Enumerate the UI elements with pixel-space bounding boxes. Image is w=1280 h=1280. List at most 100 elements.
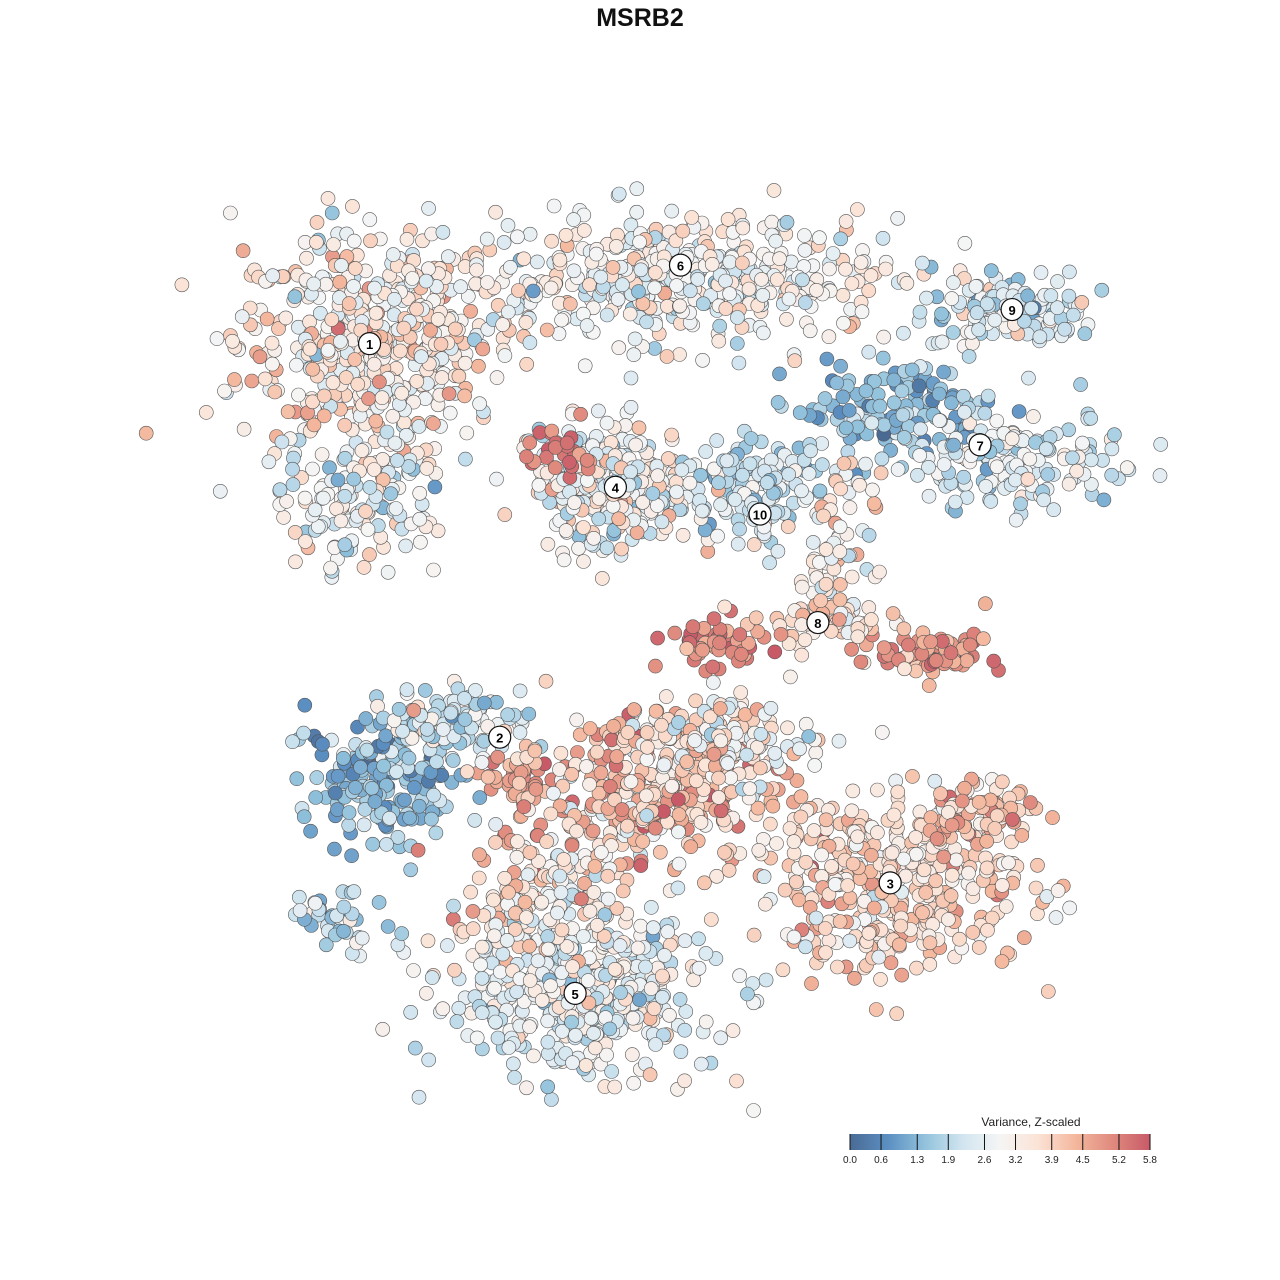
data-point — [727, 492, 743, 507]
data-point — [1021, 370, 1036, 386]
data-point — [607, 961, 623, 977]
data-point — [695, 352, 710, 368]
cluster-label: 5 — [563, 981, 587, 1005]
data-point — [769, 272, 785, 287]
data-point — [934, 334, 950, 350]
data-point — [729, 336, 745, 351]
data-point — [874, 725, 890, 740]
data-point — [695, 296, 711, 312]
data-point — [874, 451, 890, 467]
data-point — [488, 835, 503, 850]
data-point — [998, 899, 1014, 914]
data-point — [889, 1006, 905, 1022]
data-point — [361, 391, 376, 406]
data-point — [457, 388, 472, 404]
data-point — [722, 254, 738, 270]
data-point — [589, 917, 605, 933]
data-point — [832, 544, 848, 559]
data-point — [564, 838, 580, 853]
data-point — [878, 261, 894, 277]
data-point — [365, 836, 381, 852]
data-point — [850, 202, 865, 217]
data-point — [1020, 471, 1036, 487]
data-point — [611, 340, 627, 356]
data-point — [599, 307, 615, 323]
data-point — [457, 355, 473, 371]
data-point — [500, 707, 516, 723]
data-point — [762, 555, 777, 571]
data-point — [280, 404, 296, 420]
data-point — [979, 860, 995, 876]
data-point — [332, 274, 348, 290]
data-point — [841, 403, 857, 418]
data-point — [772, 251, 787, 267]
data-point — [474, 1005, 490, 1021]
data-point — [303, 823, 318, 839]
data-point — [886, 807, 902, 823]
data-point — [798, 854, 814, 870]
data-point — [794, 579, 810, 595]
data-point — [403, 1004, 419, 1020]
legend-tick-label: 2.6 — [978, 1155, 992, 1166]
data-point — [732, 521, 747, 537]
data-point — [639, 739, 655, 755]
data-point — [792, 405, 808, 421]
data-point — [576, 223, 592, 238]
data-point — [1066, 307, 1081, 323]
data-point — [525, 283, 541, 299]
data-point — [389, 764, 404, 780]
data-point — [863, 612, 879, 627]
data-point — [453, 279, 468, 295]
data-point — [396, 320, 412, 336]
data-point — [435, 722, 451, 737]
cluster-label-text: 10 — [753, 508, 767, 523]
data-point — [664, 427, 679, 443]
data-point — [463, 884, 478, 900]
data-point — [540, 536, 556, 552]
data-point — [809, 282, 824, 298]
data-point — [586, 1026, 601, 1041]
data-point — [366, 462, 382, 477]
data-point — [426, 787, 441, 803]
data-point — [658, 689, 674, 704]
data-point — [411, 798, 427, 814]
data-point — [861, 925, 877, 941]
data-point — [1032, 329, 1048, 345]
data-point — [838, 214, 854, 229]
data-point — [553, 745, 569, 761]
data-point — [729, 1073, 744, 1089]
data-point — [626, 702, 642, 717]
data-point — [509, 849, 525, 865]
data-point — [588, 246, 604, 262]
data-point — [320, 342, 336, 358]
points-layer — [138, 181, 1168, 1118]
data-point — [385, 247, 401, 262]
data-point — [285, 461, 300, 477]
data-point — [449, 1014, 465, 1029]
data-point — [539, 322, 555, 338]
data-point — [540, 1079, 556, 1095]
data-point — [657, 948, 672, 963]
data-point — [625, 1010, 641, 1026]
data-point — [274, 434, 290, 450]
data-point — [350, 376, 366, 392]
data-point — [626, 347, 642, 363]
data-point — [138, 425, 154, 441]
data-point — [908, 830, 924, 845]
data-point — [741, 281, 757, 297]
data-point — [944, 291, 960, 306]
data-point — [720, 756, 736, 771]
data-point — [587, 859, 603, 874]
data-point — [314, 447, 330, 462]
data-point — [858, 383, 874, 399]
data-point — [1008, 512, 1024, 528]
data-point — [842, 933, 858, 949]
data-point — [957, 404, 972, 420]
data-point — [894, 383, 910, 399]
data-point — [519, 910, 534, 925]
data-point — [497, 348, 513, 363]
data-point — [567, 495, 582, 510]
data-point — [797, 295, 813, 310]
data-point — [1008, 472, 1023, 488]
data-point — [672, 298, 688, 314]
